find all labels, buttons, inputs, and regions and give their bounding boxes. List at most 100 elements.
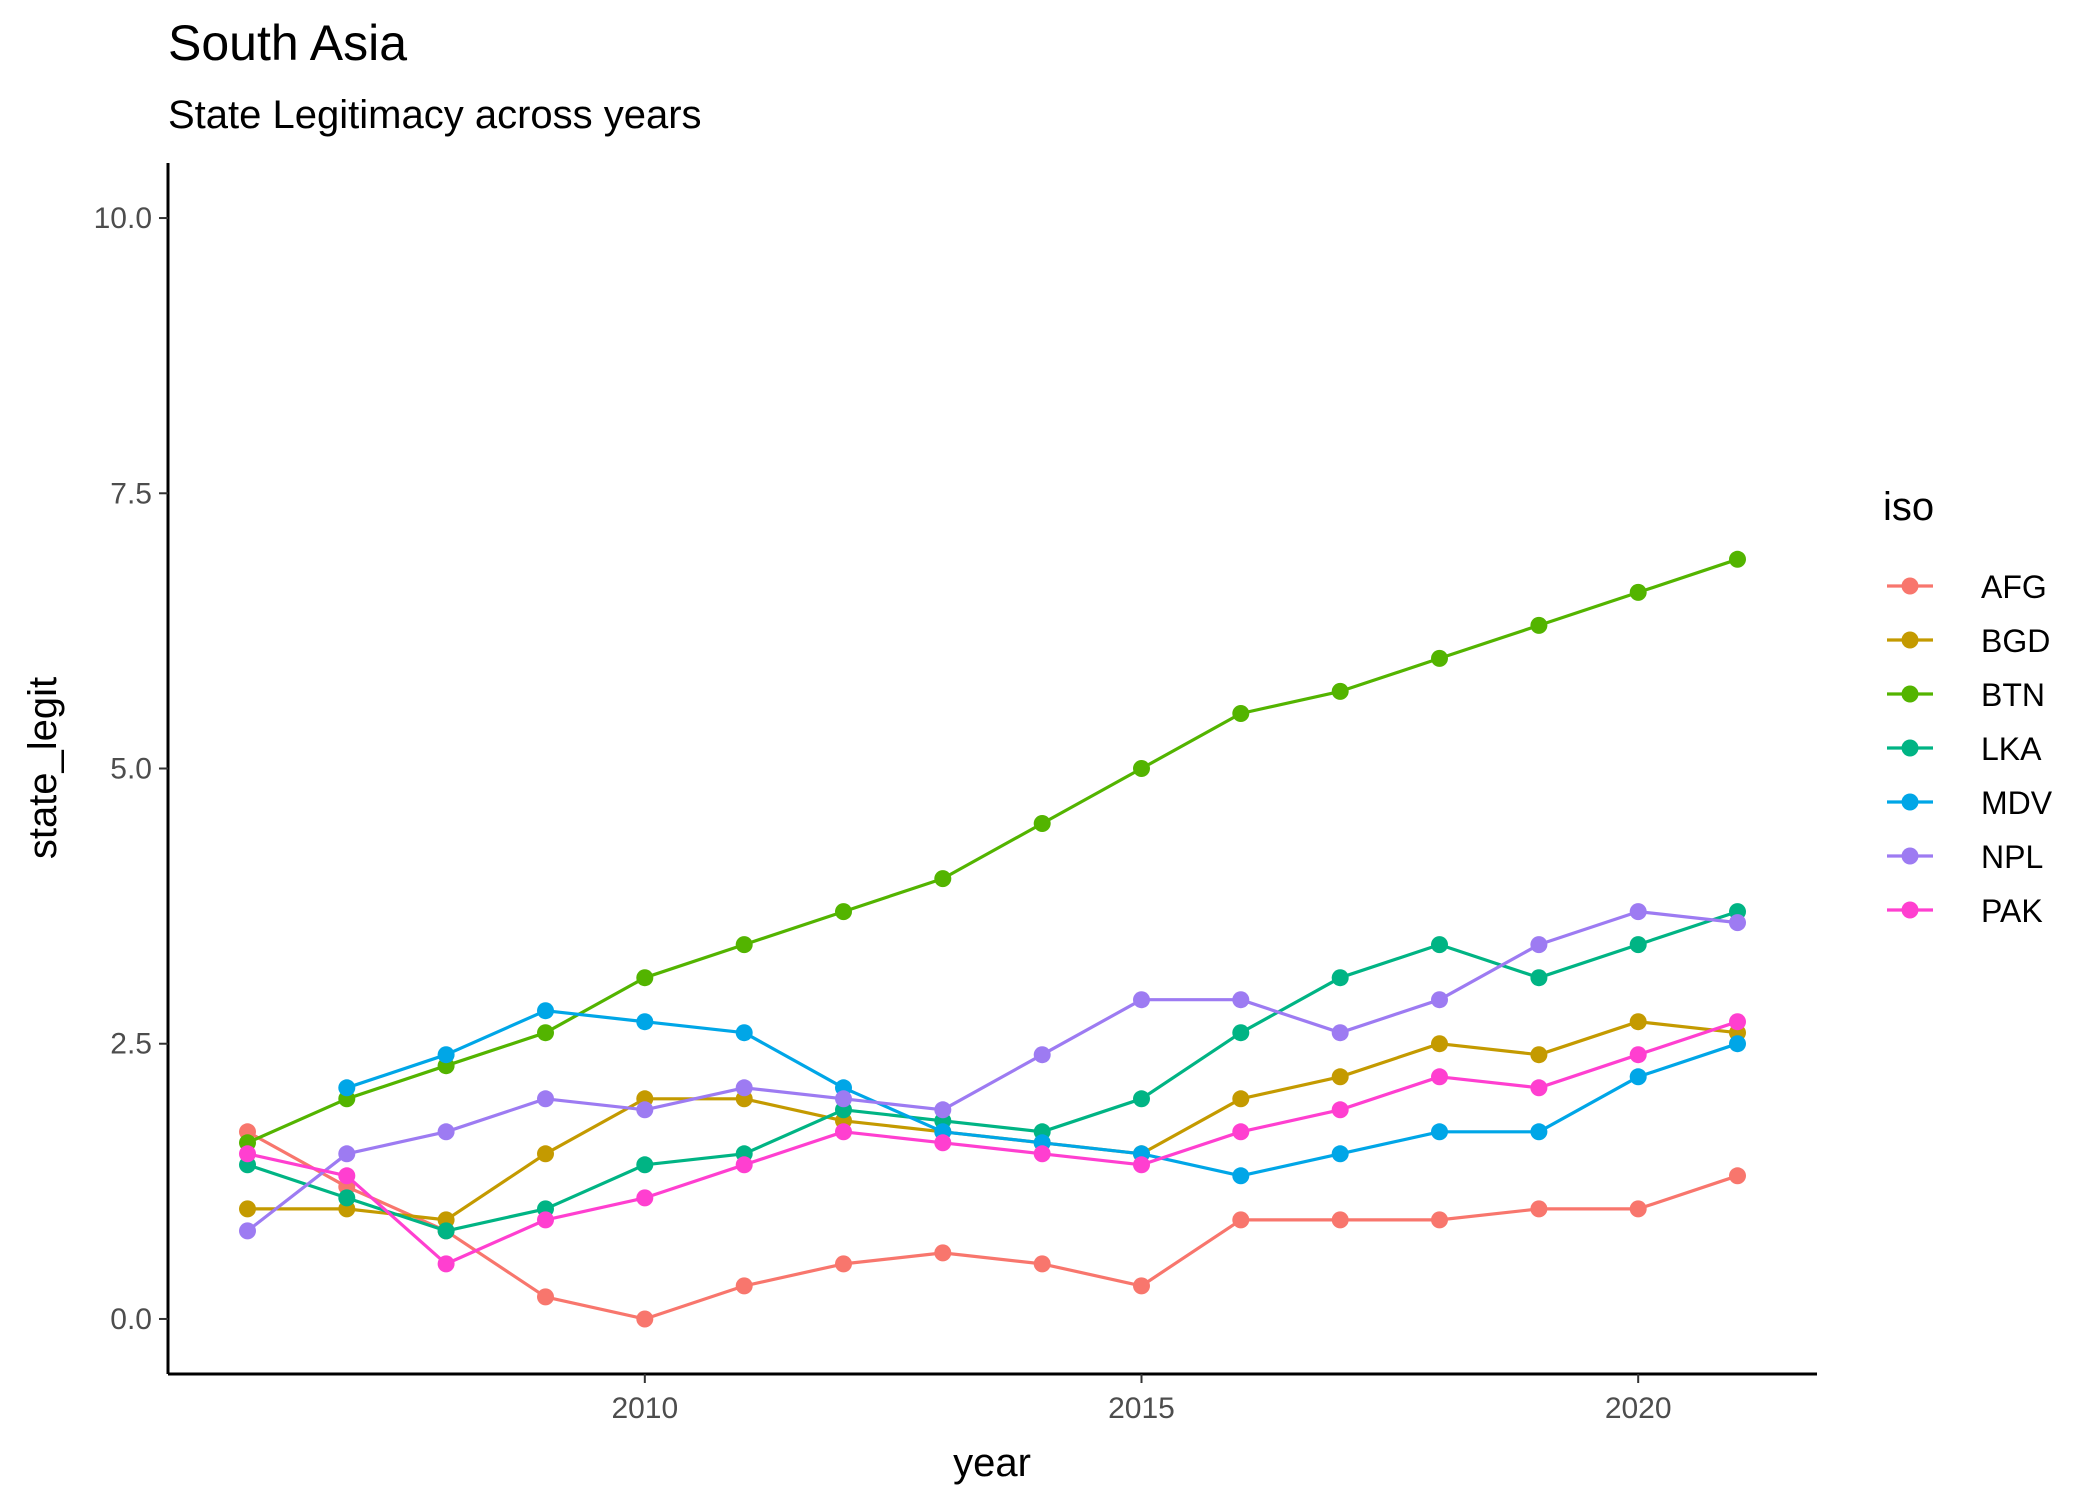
x-tick-label: 2020 [1605,1392,1672,1425]
data-point [1331,1145,1349,1163]
data-point [1729,550,1746,568]
series-line [246,909,1738,1233]
legend-label: LKA [1981,731,2042,767]
data-point [934,870,952,888]
y-tick-label: 10.0 [94,202,152,235]
data-point [1431,1068,1448,1086]
data-point [537,1002,554,1020]
series-line [246,910,1739,1233]
y-tick-label: 0.0 [110,1303,152,1336]
data-point [1033,1255,1051,1273]
data-point [1530,1200,1548,1218]
data-point [1729,1035,1746,1053]
data-point [1431,649,1448,667]
data-point [537,1024,554,1042]
data-point [636,1156,654,1174]
chart-title: South Asia [168,15,407,71]
data-point [636,1013,654,1031]
data-point [1530,936,1548,954]
x-tick-label: 2015 [1108,1392,1175,1425]
data-point [835,903,852,921]
legend-key-point [1901,847,1919,865]
data-point [537,1288,554,1306]
data-point [338,1145,356,1163]
data-point [1530,1046,1548,1064]
data-point [1729,914,1746,932]
data-point [1232,1090,1250,1108]
data-point [1133,991,1150,1009]
series-line [247,1020,1739,1266]
data-point [735,1156,753,1174]
legend-label: BTN [1981,677,2045,713]
data-point [1232,991,1250,1009]
data-point [1133,1090,1150,1108]
data-point [934,1134,952,1152]
data-point [1431,1123,1448,1141]
data-point [735,936,753,954]
data-point [1629,936,1647,954]
legend-key-point [1901,793,1919,811]
data-point [636,1310,654,1328]
series-line [246,557,1739,1145]
data-point [1629,1068,1647,1086]
legend-label: MDV [1981,785,2053,821]
data-point [437,1123,455,1141]
legend-items: AFG BGD BTN LKA MDV NPL PAK [1887,569,2053,929]
data-point [1530,616,1548,634]
legend-item-lka: LKA [1887,731,2042,767]
legend-label: PAK [1981,893,2043,929]
data-point [1729,1013,1746,1031]
legend-label: BGD [1981,623,2050,659]
data-point [1331,1024,1349,1042]
series-mdv [338,1002,1746,1185]
y-ticks: 0.0 2.5 5.0 7.5 10.0 [94,202,168,1336]
series-line [247,1020,1738,1222]
series-npl [239,903,1746,1240]
legend-item-btn: BTN [1887,677,2045,713]
data-point [537,1211,554,1229]
data-point [338,1167,356,1185]
data-point [735,1277,753,1295]
legend-label: AFG [1981,569,2047,605]
data-point [1033,1046,1051,1064]
data-point [1133,1156,1150,1174]
legend-item-npl: NPL [1887,839,2043,875]
legend-title: iso [1883,485,1934,529]
x-tick-label: 2010 [611,1392,678,1425]
data-point [636,1189,654,1207]
data-point [1232,1211,1250,1229]
legend-item-bgd: BGD [1887,623,2050,659]
data-point [835,1123,852,1141]
series-btn [239,550,1746,1152]
y-tick-label: 7.5 [110,477,152,510]
data-point [1232,1123,1250,1141]
data-point [1331,1068,1349,1086]
y-tick-label: 5.0 [110,753,152,786]
data-point [1232,1167,1250,1185]
data-point [636,969,654,987]
data-point [1331,1211,1349,1229]
x-axis-title: year [953,1441,1031,1485]
data-point [1629,1200,1647,1218]
data-point [239,1145,256,1163]
data-point [537,1090,554,1108]
data-point [1331,1101,1349,1119]
legend-key-point [1901,739,1919,757]
data-point [934,1244,952,1262]
data-point [537,1145,554,1163]
data-point [835,1255,852,1273]
data-point [1431,1211,1448,1229]
data-point [338,1189,356,1207]
legend-item-afg: AFG [1887,569,2047,605]
data-point [1629,1046,1647,1064]
data-point [1729,1167,1746,1185]
data-point [934,1101,952,1119]
series-layer [239,550,1746,1328]
data-point [1133,1277,1150,1295]
data-point [1530,1123,1548,1141]
series-line [246,1130,1739,1321]
data-point [239,1222,256,1240]
data-point [1331,969,1349,987]
series-pak [239,1013,1746,1273]
